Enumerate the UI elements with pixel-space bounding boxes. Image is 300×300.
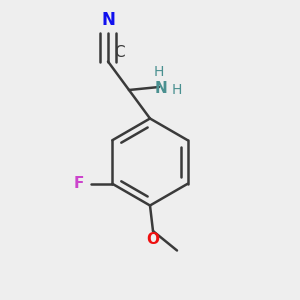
Text: H: H — [154, 64, 164, 79]
Text: N: N — [101, 11, 115, 29]
Text: N: N — [154, 81, 167, 96]
Text: C: C — [115, 45, 125, 60]
Text: H: H — [172, 83, 182, 97]
Text: F: F — [74, 176, 84, 191]
Text: O: O — [146, 232, 160, 247]
